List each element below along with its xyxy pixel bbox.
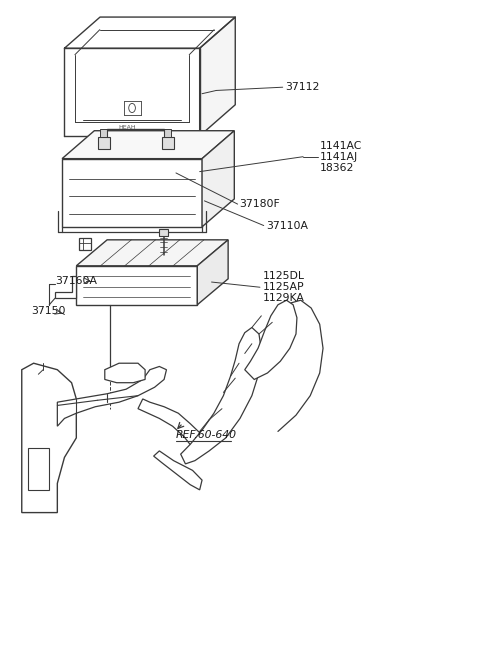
Text: 1141AC: 1141AC bbox=[320, 141, 362, 151]
Polygon shape bbox=[76, 266, 197, 305]
Polygon shape bbox=[55, 276, 76, 298]
Polygon shape bbox=[154, 451, 202, 490]
Text: HEAH: HEAH bbox=[119, 125, 136, 130]
Polygon shape bbox=[180, 328, 261, 464]
Polygon shape bbox=[22, 364, 76, 513]
Polygon shape bbox=[162, 137, 174, 149]
Polygon shape bbox=[202, 131, 234, 227]
Text: 37110A: 37110A bbox=[266, 221, 308, 231]
Polygon shape bbox=[79, 238, 91, 250]
Polygon shape bbox=[200, 17, 235, 136]
Polygon shape bbox=[164, 130, 171, 137]
Text: REF.60-640: REF.60-640 bbox=[176, 430, 237, 440]
Text: 1125AP: 1125AP bbox=[262, 282, 304, 292]
Text: 37160A: 37160A bbox=[55, 276, 97, 286]
Polygon shape bbox=[76, 240, 228, 266]
Polygon shape bbox=[57, 366, 167, 426]
Polygon shape bbox=[62, 131, 234, 159]
Text: 37150: 37150 bbox=[31, 307, 66, 316]
Polygon shape bbox=[105, 159, 133, 177]
Polygon shape bbox=[245, 300, 297, 379]
Text: 37180F: 37180F bbox=[239, 199, 280, 209]
Polygon shape bbox=[197, 240, 228, 305]
Polygon shape bbox=[159, 229, 168, 236]
Polygon shape bbox=[138, 399, 204, 452]
Text: 1141AJ: 1141AJ bbox=[320, 152, 358, 162]
Text: 1129KA: 1129KA bbox=[262, 293, 304, 303]
Polygon shape bbox=[98, 137, 110, 149]
Polygon shape bbox=[28, 447, 49, 490]
Text: 1125DL: 1125DL bbox=[262, 271, 304, 281]
Text: 18362: 18362 bbox=[320, 162, 354, 173]
Polygon shape bbox=[62, 159, 202, 227]
Polygon shape bbox=[64, 17, 235, 48]
Text: 37112: 37112 bbox=[285, 83, 320, 92]
Polygon shape bbox=[100, 130, 108, 137]
Polygon shape bbox=[105, 364, 145, 383]
